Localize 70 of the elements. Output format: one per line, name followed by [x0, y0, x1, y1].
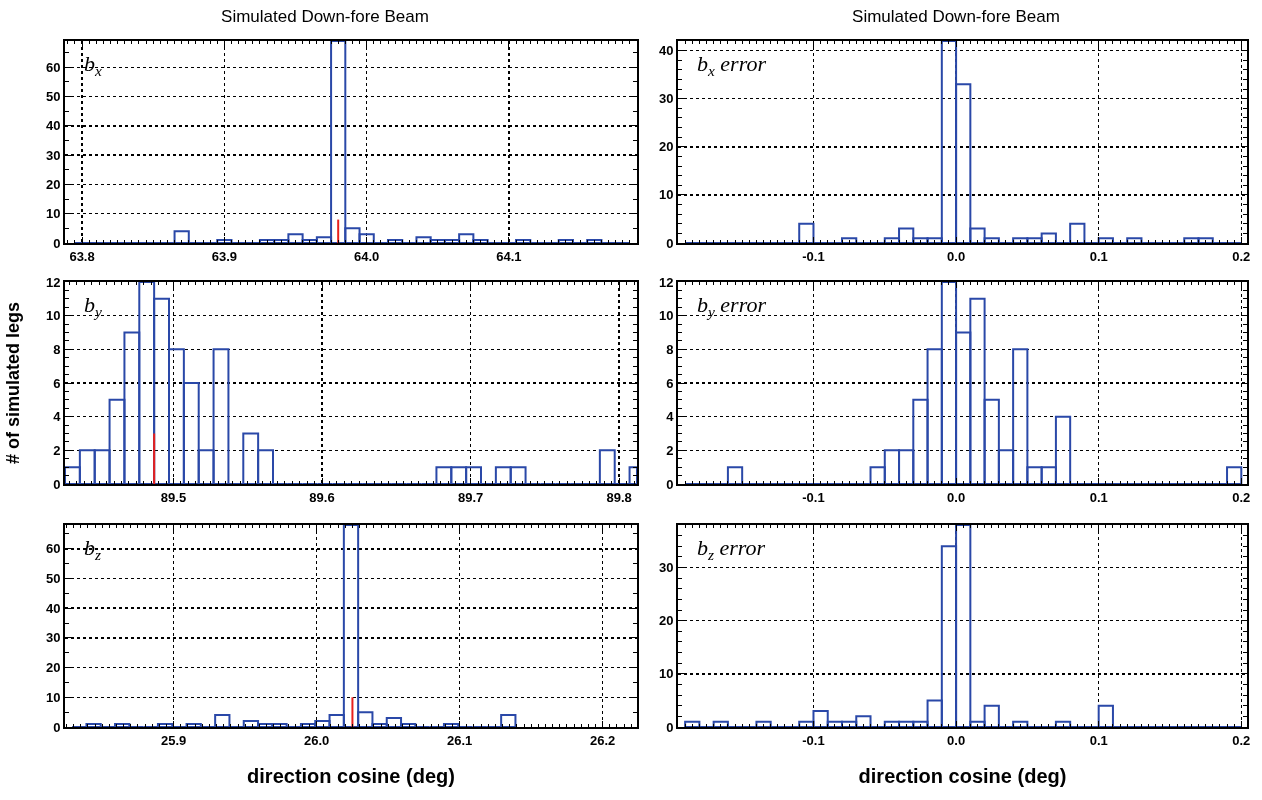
x-tick-label: 0.1 [1089, 732, 1108, 748]
y-tick-label: 0 [666, 235, 674, 251]
annotation: b$_{z}$ [84, 535, 101, 563]
y-tick-label: 0 [666, 719, 674, 735]
y-tick-label: 0 [666, 476, 674, 492]
y-tick-label: 20 [658, 613, 674, 629]
y-tick-label: 10 [45, 308, 61, 324]
x-axis-title: direction cosine (deg) [247, 764, 455, 787]
x-tick-label: 89.6 [309, 489, 335, 505]
chart-title: Simulated Down-fore Beam [852, 6, 1060, 26]
y-tick-label: 10 [658, 187, 674, 203]
chart-title: Simulated Down-fore Beam [221, 6, 429, 26]
x-tick-label: -0.1 [802, 248, 825, 264]
x-tick-label: 63.8 [69, 248, 95, 264]
x-tick-label: 0.2 [1232, 732, 1251, 748]
y-tick-label: 30 [45, 147, 61, 163]
y-tick-label: 12 [45, 274, 61, 290]
x-tick-label: 0.0 [947, 732, 966, 748]
x-tick-label: 0.1 [1089, 489, 1108, 505]
y-tick-label: 20 [45, 177, 61, 192]
y-tick-label: 0 [53, 235, 61, 251]
y-tick-label: 30 [658, 560, 674, 576]
y-tick-label: 6 [666, 375, 674, 391]
annotation: b$_{x}$ [84, 51, 102, 79]
y-tick-label: 20 [45, 660, 61, 676]
y-tick-label: 4 [53, 409, 62, 425]
y-tick-label: 2 [53, 442, 61, 458]
y-tick-label: 10 [45, 689, 61, 705]
annotation: b$_{x}$ error [697, 51, 767, 79]
y-tick-label: 40 [45, 118, 61, 134]
x-tick-label: 0.0 [947, 248, 966, 264]
x-tick-label: 0.2 [1232, 248, 1251, 264]
y-tick-label: 2 [666, 442, 674, 458]
y-tick-label: 50 [45, 89, 61, 105]
y-tick-label: 50 [45, 571, 61, 587]
x-tick-label: 63.9 [211, 248, 238, 264]
x-tick-label: 0.0 [947, 489, 966, 505]
y-tick-label: 10 [45, 206, 61, 222]
y-tick-label: 40 [45, 600, 61, 616]
x-tick-label: 89.5 [160, 489, 187, 505]
y-tick-label: 10 [658, 308, 674, 324]
y-tick-label: 8 [53, 341, 61, 357]
y-tick-label: 10 [658, 666, 674, 682]
x-tick-label: 0.2 [1232, 489, 1251, 505]
x-tick-label: 25.9 [161, 732, 187, 748]
x-tick-label: 26.0 [304, 732, 330, 748]
y-axis-title: # of simulated legs [2, 301, 23, 465]
x-tick-label: 26.1 [447, 732, 473, 748]
y-tick-label: 12 [658, 274, 674, 290]
y-tick-label: 6 [53, 375, 61, 391]
x-tick-label: 64.0 [353, 248, 380, 264]
y-tick-label: 0 [53, 476, 61, 492]
y-tick-label: 40 [658, 43, 674, 59]
y-tick-label: 60 [45, 541, 61, 557]
x-tick-label: 89.7 [457, 489, 484, 505]
x-tick-label: 89.8 [606, 489, 632, 505]
annotation: b$_{z}$ error [697, 535, 766, 563]
y-tick-label: 60 [45, 59, 61, 75]
x-tick-label: -0.1 [802, 489, 825, 505]
x-axis-title: direction cosine (deg) [858, 764, 1067, 787]
x-tick-label: -0.1 [802, 732, 825, 748]
y-tick-label: 4 [666, 409, 675, 425]
x-tick-label: 0.1 [1089, 248, 1108, 264]
y-tick-label: 8 [666, 341, 674, 357]
x-tick-label: 26.2 [590, 732, 616, 748]
x-tick-label: 64.1 [496, 248, 522, 264]
y-tick-label: 30 [658, 91, 674, 107]
y-tick-label: 20 [658, 139, 674, 155]
y-tick-label: 0 [53, 719, 61, 735]
y-tick-label: 30 [45, 630, 61, 646]
